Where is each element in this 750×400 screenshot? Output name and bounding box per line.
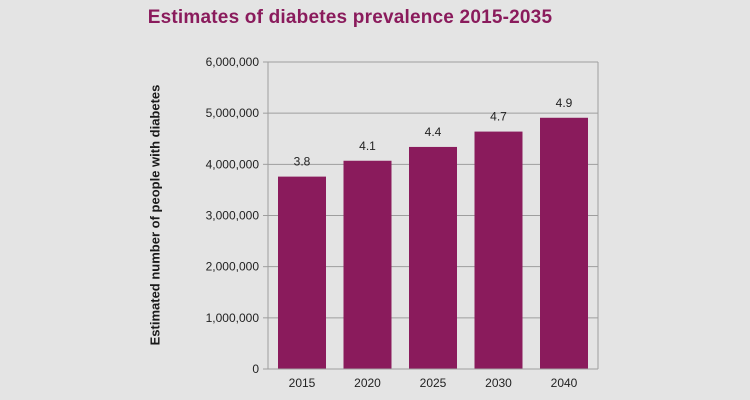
data-label: 4.9 xyxy=(556,96,573,110)
y-tick-label: 5,000,000 xyxy=(206,106,260,120)
y-tick-label: 4,000,000 xyxy=(206,157,260,171)
axes xyxy=(263,61,599,370)
chart-title: Estimates of diabetes prevalence 2015-20… xyxy=(147,7,553,28)
x-tick-label: 2025 xyxy=(420,376,447,390)
bar-2020 xyxy=(343,160,392,369)
x-tick-label: 2030 xyxy=(485,376,512,390)
y-tick-label: 3,000,000 xyxy=(206,209,260,223)
x-tick-label: 2020 xyxy=(354,376,381,390)
x-tick-label: 2015 xyxy=(289,376,316,390)
y-tick-label: 1,000,000 xyxy=(206,311,260,325)
bar-2030 xyxy=(474,131,523,369)
y-tick-label: 2,000,000 xyxy=(206,260,260,274)
x-tick-label: 2040 xyxy=(551,376,578,390)
y-tick-label: 6,000,000 xyxy=(206,55,260,69)
labels: 0 1,000,000 2,000,000 3,000,000 4,000,000 5,0… xyxy=(206,55,578,390)
data-label: 3.8 xyxy=(294,155,311,169)
bar-2015 xyxy=(278,176,326,369)
data-label: 4.7 xyxy=(490,110,507,124)
data-label: 4.4 xyxy=(425,125,442,139)
data-label: 4.1 xyxy=(359,139,376,153)
bar-2025 xyxy=(409,146,457,369)
bar-2040 xyxy=(540,117,588,369)
bars xyxy=(278,117,588,369)
y-tick-label: 0 xyxy=(252,362,259,376)
